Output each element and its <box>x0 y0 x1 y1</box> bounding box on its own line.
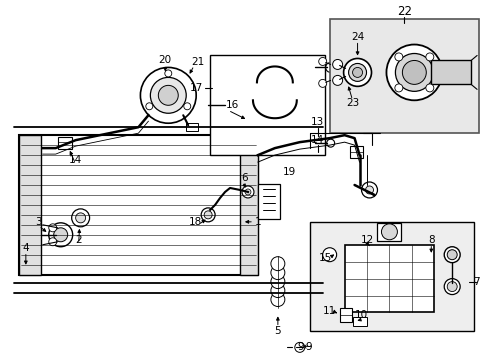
Text: 19: 19 <box>283 167 296 177</box>
Circle shape <box>447 282 456 292</box>
Circle shape <box>425 53 433 61</box>
Text: 8: 8 <box>427 235 434 245</box>
Circle shape <box>270 257 285 271</box>
Text: 17: 17 <box>189 84 203 93</box>
Text: 2: 2 <box>75 235 82 245</box>
Circle shape <box>294 342 304 352</box>
Circle shape <box>447 250 456 260</box>
Circle shape <box>201 208 215 222</box>
Text: 14: 14 <box>69 155 82 165</box>
Circle shape <box>140 67 196 123</box>
Bar <box>19 135 258 275</box>
Bar <box>329 19 478 133</box>
Text: 11: 11 <box>323 306 336 316</box>
Circle shape <box>325 62 335 72</box>
Circle shape <box>270 293 285 306</box>
Text: 23: 23 <box>345 98 359 108</box>
Circle shape <box>183 103 190 110</box>
Circle shape <box>164 70 171 77</box>
Circle shape <box>326 139 334 147</box>
Bar <box>377 223 401 241</box>
Circle shape <box>54 228 67 242</box>
Circle shape <box>72 209 89 227</box>
Text: 22: 22 <box>396 5 411 18</box>
Bar <box>186 123 198 131</box>
Text: 15: 15 <box>318 253 332 263</box>
Text: 7: 7 <box>472 276 478 287</box>
Circle shape <box>270 266 285 280</box>
Bar <box>210 55 324 155</box>
Circle shape <box>361 182 377 198</box>
Circle shape <box>395 54 432 91</box>
Text: 5: 5 <box>274 327 281 336</box>
Bar <box>349 146 362 158</box>
Text: 4: 4 <box>22 243 29 253</box>
Bar <box>339 307 351 323</box>
Circle shape <box>158 85 178 105</box>
Circle shape <box>365 186 373 194</box>
Text: 9: 9 <box>305 342 312 352</box>
Circle shape <box>145 103 152 110</box>
Circle shape <box>332 59 342 69</box>
Bar <box>430 60 470 84</box>
Circle shape <box>352 67 362 77</box>
Circle shape <box>150 77 186 113</box>
Circle shape <box>386 45 441 100</box>
Circle shape <box>203 211 212 219</box>
Circle shape <box>242 186 253 198</box>
Circle shape <box>394 84 402 92</box>
Text: 12: 12 <box>360 235 373 245</box>
Circle shape <box>343 58 371 86</box>
Circle shape <box>270 275 285 289</box>
Bar <box>352 318 366 327</box>
Circle shape <box>49 238 57 246</box>
Circle shape <box>402 60 426 84</box>
Circle shape <box>425 84 433 92</box>
Circle shape <box>322 248 336 262</box>
Text: 20: 20 <box>159 55 171 66</box>
Bar <box>19 135 41 275</box>
Bar <box>309 222 473 332</box>
Circle shape <box>443 247 459 263</box>
Text: 21: 21 <box>191 58 204 67</box>
Circle shape <box>443 279 459 294</box>
Circle shape <box>348 63 366 81</box>
Bar <box>258 184 279 219</box>
Text: 24: 24 <box>350 32 364 41</box>
Circle shape <box>381 224 397 240</box>
Text: 3: 3 <box>36 217 42 227</box>
Text: 10: 10 <box>354 310 367 320</box>
Circle shape <box>270 284 285 298</box>
Circle shape <box>318 80 326 87</box>
Text: 14: 14 <box>310 135 324 145</box>
Text: 16: 16 <box>225 100 238 110</box>
Circle shape <box>76 213 85 223</box>
Text: 1: 1 <box>254 217 261 227</box>
Circle shape <box>394 53 402 61</box>
Bar <box>240 135 258 275</box>
Circle shape <box>244 189 250 195</box>
Bar <box>58 137 72 149</box>
Text: 6: 6 <box>241 173 248 183</box>
Circle shape <box>318 58 326 66</box>
Text: 18: 18 <box>188 217 202 227</box>
Bar <box>344 245 433 312</box>
Circle shape <box>332 75 342 85</box>
Text: 9←: 9← <box>297 342 312 352</box>
Circle shape <box>49 223 73 247</box>
Text: 13: 13 <box>310 117 324 127</box>
Circle shape <box>49 224 57 232</box>
